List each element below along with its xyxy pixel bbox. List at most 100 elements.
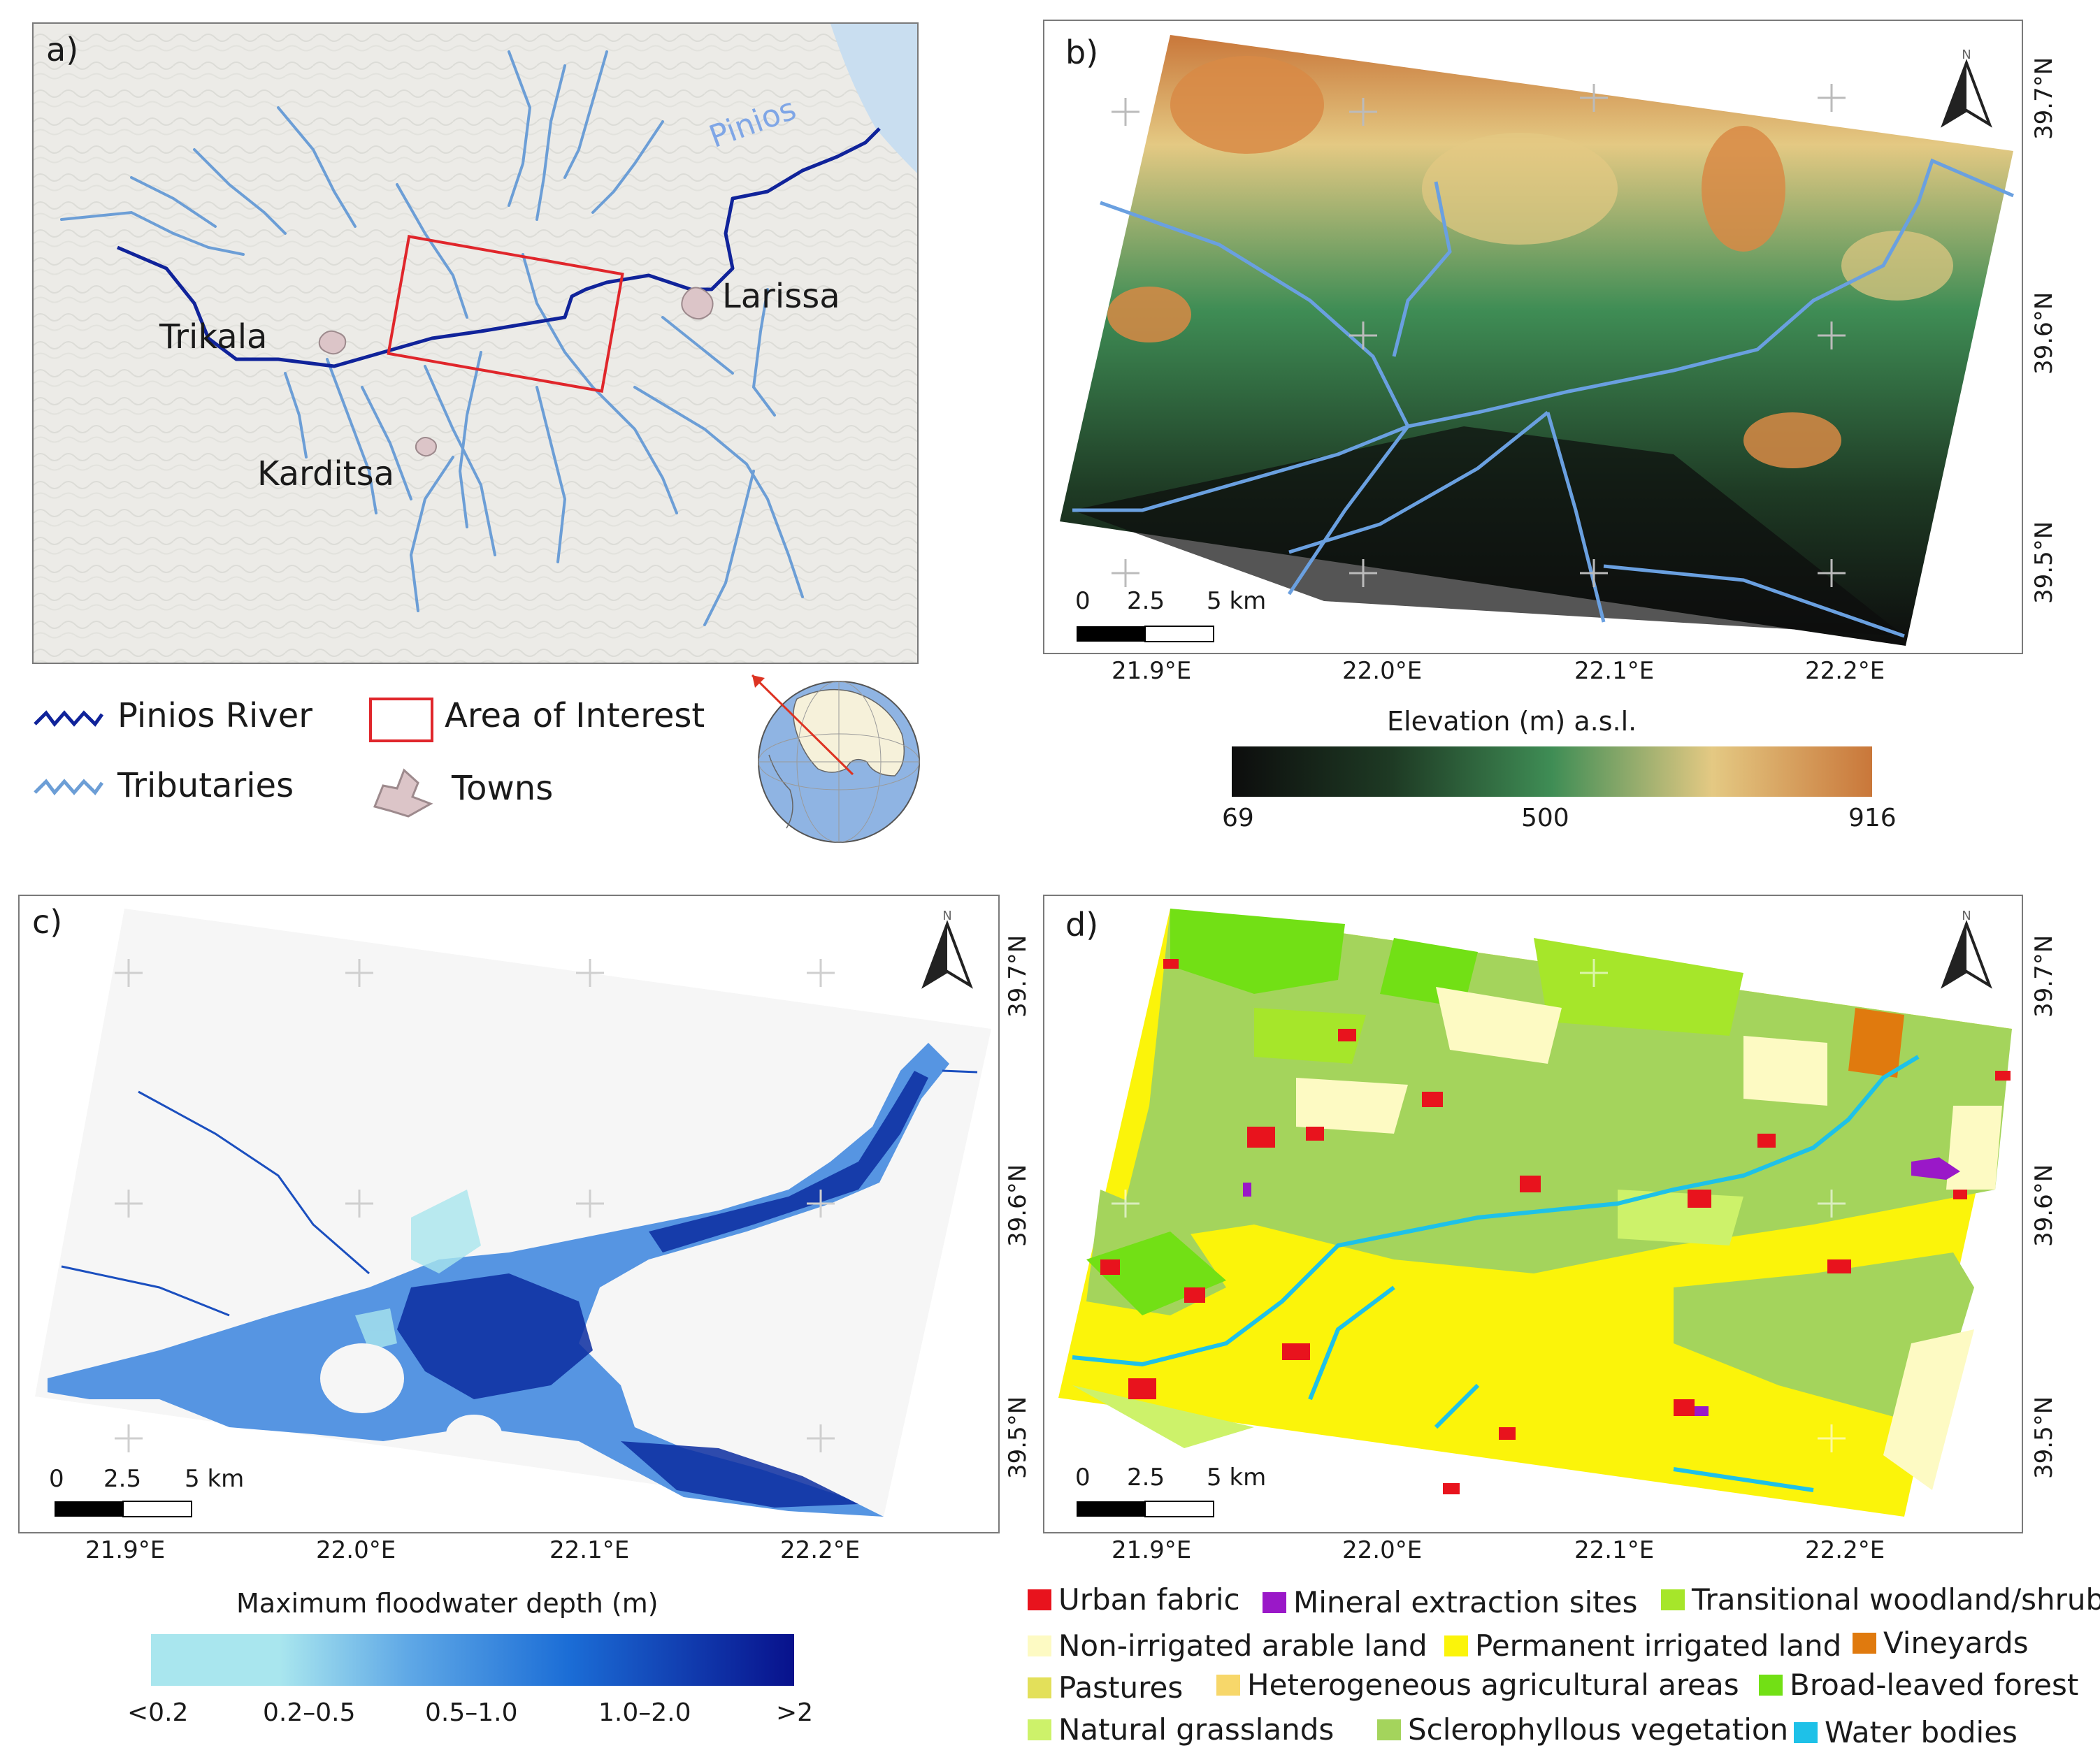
- b-lon-220: 22.0°E: [1342, 657, 1423, 685]
- town-label-trikala: Trikala: [159, 317, 268, 356]
- elevation-tick-min: 69: [1222, 804, 1254, 832]
- lc-swatch: [1661, 1589, 1685, 1610]
- flood-colorbar: [151, 1634, 794, 1686]
- lc-item: Vineyards: [1853, 1626, 2029, 1660]
- lc-label: Non-irrigated arable land: [1058, 1629, 1427, 1663]
- lc-label: Urban fabric: [1058, 1582, 1240, 1617]
- panel-d-label: d): [1065, 906, 1099, 944]
- flood-colorbar-title: Maximum floodwater depth (m): [236, 1588, 659, 1619]
- c-lon-220: 22.0°E: [316, 1536, 396, 1564]
- elevation-tick-max: 916: [1848, 804, 1897, 832]
- lc-item: Broad-leaved forest: [1759, 1668, 2078, 1702]
- north-arrow-c-icon: N: [921, 910, 973, 989]
- svg-text:N: N: [1962, 910, 1971, 923]
- town-karditsa-shape: [415, 437, 437, 457]
- scalebar-d-tick-2: 5 km: [1207, 1464, 1267, 1492]
- town-label-karditsa: Karditsa: [257, 454, 394, 493]
- b-lat-396: 39.6°N: [2030, 291, 2058, 375]
- legend-main-river: Pinios River: [117, 696, 312, 735]
- aoi-legend-icon: [369, 698, 433, 742]
- panel-a-map: a) Pinios Trikala Larissa Karditsa: [32, 22, 919, 664]
- urban-patches: [1100, 959, 2011, 1494]
- lc-swatch: [1444, 1635, 1468, 1656]
- tributaries-network: [60, 50, 804, 626]
- regional-map: [34, 24, 917, 663]
- legend-tributaries: Tributaries: [117, 766, 294, 805]
- c-lat-395: 39.5°N: [1004, 1396, 1032, 1479]
- lc-label: Sclerophyllous vegetation: [1408, 1712, 1789, 1747]
- lc-label: Vineyards: [1883, 1626, 2029, 1660]
- main-river-legend-icon: [34, 710, 104, 727]
- lc-swatch: [1263, 1591, 1286, 1613]
- lc-label: Mineral extraction sites: [1293, 1585, 1638, 1619]
- scalebar-c-tick-2: 5 km: [185, 1465, 245, 1493]
- legend-aoi: Area of Interest: [445, 696, 705, 735]
- scalebar-b-tick-0: 0: [1075, 587, 1091, 615]
- lc-item: Pastures: [1028, 1670, 1183, 1705]
- scalebar-c-tick-1: 2.5: [103, 1465, 142, 1493]
- panel-b-label: b): [1065, 34, 1099, 71]
- lc-swatch: [1028, 1677, 1051, 1698]
- panel-b-map: b) 0 2.5 5 km N: [1043, 20, 2023, 654]
- c-lon-221: 22.1°E: [549, 1536, 630, 1564]
- land-cover-map: [1058, 909, 2012, 1517]
- lc-item: Sclerophyllous vegetation: [1377, 1712, 1788, 1747]
- scalebar-d-tick-1: 2.5: [1127, 1464, 1165, 1492]
- scalebar-c-tick-0: 0: [49, 1465, 64, 1493]
- lc-label: Pastures: [1058, 1670, 1184, 1705]
- scalebar-b: [1077, 626, 1214, 642]
- area-of-interest-box: [387, 235, 624, 393]
- c-lat-396: 39.6°N: [1004, 1164, 1032, 1247]
- elevation-colorbar: [1232, 746, 1872, 797]
- elevation-tick-mid: 500: [1521, 804, 1569, 832]
- lc-swatch: [1216, 1674, 1240, 1696]
- scalebar-c: [55, 1501, 192, 1517]
- lc-item: Mineral extraction sites: [1263, 1585, 1637, 1619]
- lc-swatch: [1028, 1635, 1051, 1656]
- lc-item: Natural grasslands: [1028, 1712, 1334, 1747]
- d-lat-397: 39.7°N: [2030, 934, 2058, 1018]
- d-lat-396: 39.6°N: [2030, 1164, 2058, 1247]
- svg-text:N: N: [1962, 49, 1971, 62]
- flood-tick-0: <0.2: [127, 1698, 189, 1727]
- lc-label: Heterogeneous agricultural areas: [1247, 1668, 1739, 1702]
- legend-towns: Towns: [452, 769, 554, 808]
- lc-item: Water bodies: [1794, 1715, 2018, 1749]
- flood-tick-3: 1.0–2.0: [598, 1698, 691, 1727]
- flood-depth-map: [35, 909, 991, 1517]
- lc-label: Broad-leaved forest: [1790, 1668, 2079, 1702]
- scalebar-b-tick-2: 5 km: [1207, 587, 1267, 615]
- north-arrow-d-icon: N: [1941, 910, 1992, 989]
- scalebar-b-tick-1: 2.5: [1127, 587, 1165, 615]
- lc-item: Non-irrigated arable land: [1028, 1629, 1427, 1663]
- lc-swatch: [1759, 1674, 1783, 1696]
- b-lat-395: 39.5°N: [2030, 521, 2058, 604]
- elevation-map: [1060, 35, 2014, 646]
- lc-item: Heterogeneous agricultural areas: [1216, 1668, 1739, 1702]
- tributaries-legend-icon: [34, 779, 104, 795]
- c-lat-397: 39.7°N: [1004, 934, 1032, 1018]
- lc-item: Transitional woodland/shrub: [1661, 1582, 2100, 1617]
- panel-c-map: c) 0 2.5 5 km N: [18, 895, 1000, 1533]
- c-lon-222: 22.2°E: [780, 1536, 861, 1564]
- d-lon-219: 21.9°E: [1112, 1536, 1192, 1564]
- elevation-colorbar-title: Elevation (m) a.s.l.: [1387, 706, 1637, 737]
- town-label-larissa: Larissa: [722, 277, 840, 316]
- pinios-river-line: [117, 127, 881, 368]
- towns-legend-icon: [373, 768, 433, 818]
- flood-tick-2: 0.5–1.0: [425, 1698, 518, 1727]
- b-lat-397: 39.7°N: [2030, 57, 2058, 140]
- sea-area: [830, 24, 917, 173]
- lc-label: Transitional woodland/shrub: [1692, 1582, 2100, 1617]
- lc-swatch: [1028, 1589, 1051, 1610]
- lc-label: Natural grasslands: [1058, 1712, 1335, 1747]
- panel-d-map: d) 0 2.5 5 km N: [1043, 895, 2023, 1533]
- north-arrow-b-icon: N: [1941, 49, 1992, 128]
- svg-text:N: N: [942, 910, 951, 923]
- flood-tick-4: >2: [776, 1698, 814, 1727]
- lc-swatch: [1028, 1719, 1051, 1740]
- lc-swatch: [1794, 1721, 1818, 1743]
- lc-item: Urban fabric: [1028, 1582, 1240, 1617]
- lc-swatch: [1853, 1632, 1876, 1654]
- flood-tick-1: 0.2–0.5: [263, 1698, 356, 1727]
